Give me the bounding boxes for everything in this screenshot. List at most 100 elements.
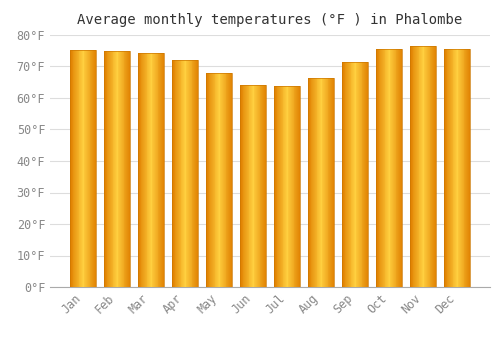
Bar	[152, 53, 154, 287]
Bar	[174, 60, 176, 287]
Bar	[224, 73, 226, 287]
Bar	[158, 53, 160, 287]
Bar	[83, 50, 84, 287]
Bar	[156, 53, 158, 287]
Bar	[278, 86, 279, 287]
Bar	[155, 53, 156, 287]
Bar	[366, 62, 368, 287]
Bar	[377, 49, 378, 287]
Bar	[396, 49, 398, 287]
Bar	[316, 77, 318, 287]
Bar	[84, 50, 86, 287]
Bar	[219, 73, 220, 287]
Bar	[308, 77, 334, 287]
Bar	[318, 77, 319, 287]
Bar	[454, 49, 455, 287]
Bar	[467, 49, 468, 287]
Bar	[177, 60, 178, 287]
Bar	[354, 62, 355, 287]
Bar	[109, 51, 110, 287]
Bar	[93, 50, 94, 287]
Bar	[252, 85, 253, 287]
Bar	[260, 85, 262, 287]
Bar	[172, 60, 173, 287]
Bar	[448, 49, 449, 287]
Bar	[423, 46, 424, 287]
Bar	[449, 49, 450, 287]
Bar	[275, 86, 276, 287]
Bar	[376, 49, 402, 287]
Bar	[393, 49, 394, 287]
Bar	[320, 77, 321, 287]
Bar	[468, 49, 469, 287]
Bar	[213, 73, 214, 287]
Bar	[411, 46, 412, 287]
Bar	[325, 77, 326, 287]
Bar	[389, 49, 390, 287]
Bar	[195, 60, 196, 287]
Bar	[241, 85, 242, 287]
Bar	[378, 49, 380, 287]
Bar	[427, 46, 428, 287]
Bar	[274, 86, 275, 287]
Bar	[144, 53, 145, 287]
Bar	[284, 86, 285, 287]
Bar	[74, 50, 75, 287]
Bar	[94, 50, 96, 287]
Bar	[416, 46, 417, 287]
Bar	[382, 49, 383, 287]
Bar	[290, 86, 291, 287]
Bar	[353, 62, 354, 287]
Bar	[390, 49, 392, 287]
Bar	[426, 46, 427, 287]
Bar	[192, 60, 194, 287]
Bar	[188, 60, 189, 287]
Bar	[262, 85, 263, 287]
Bar	[324, 77, 325, 287]
Bar	[162, 53, 164, 287]
Bar	[194, 60, 195, 287]
Bar	[178, 60, 179, 287]
Bar	[410, 46, 436, 287]
Bar	[196, 60, 198, 287]
Bar	[343, 62, 344, 287]
Bar	[183, 60, 184, 287]
Bar	[210, 73, 211, 287]
Bar	[331, 77, 332, 287]
Bar	[291, 86, 292, 287]
Bar	[143, 53, 144, 287]
Bar	[245, 85, 246, 287]
Bar	[78, 50, 80, 287]
Bar	[342, 62, 343, 287]
Bar	[126, 51, 127, 287]
Bar	[347, 62, 348, 287]
Bar	[458, 49, 460, 287]
Bar	[321, 77, 322, 287]
Bar	[292, 86, 293, 287]
Bar	[464, 49, 466, 287]
Bar	[296, 86, 297, 287]
Bar	[294, 86, 296, 287]
Bar	[282, 86, 284, 287]
Bar	[70, 50, 96, 287]
Bar	[365, 62, 366, 287]
Bar	[410, 46, 411, 287]
Bar	[309, 77, 310, 287]
Bar	[77, 50, 78, 287]
Bar	[384, 49, 386, 287]
Bar	[208, 73, 210, 287]
Bar	[228, 73, 229, 287]
Bar	[148, 53, 149, 287]
Bar	[350, 62, 352, 287]
Bar	[258, 85, 259, 287]
Bar	[358, 62, 359, 287]
Bar	[124, 51, 126, 287]
Bar	[421, 46, 422, 287]
Bar	[392, 49, 393, 287]
Bar	[312, 77, 313, 287]
Bar	[217, 73, 218, 287]
Bar	[322, 77, 324, 287]
Bar	[280, 86, 281, 287]
Bar	[122, 51, 124, 287]
Bar	[457, 49, 458, 287]
